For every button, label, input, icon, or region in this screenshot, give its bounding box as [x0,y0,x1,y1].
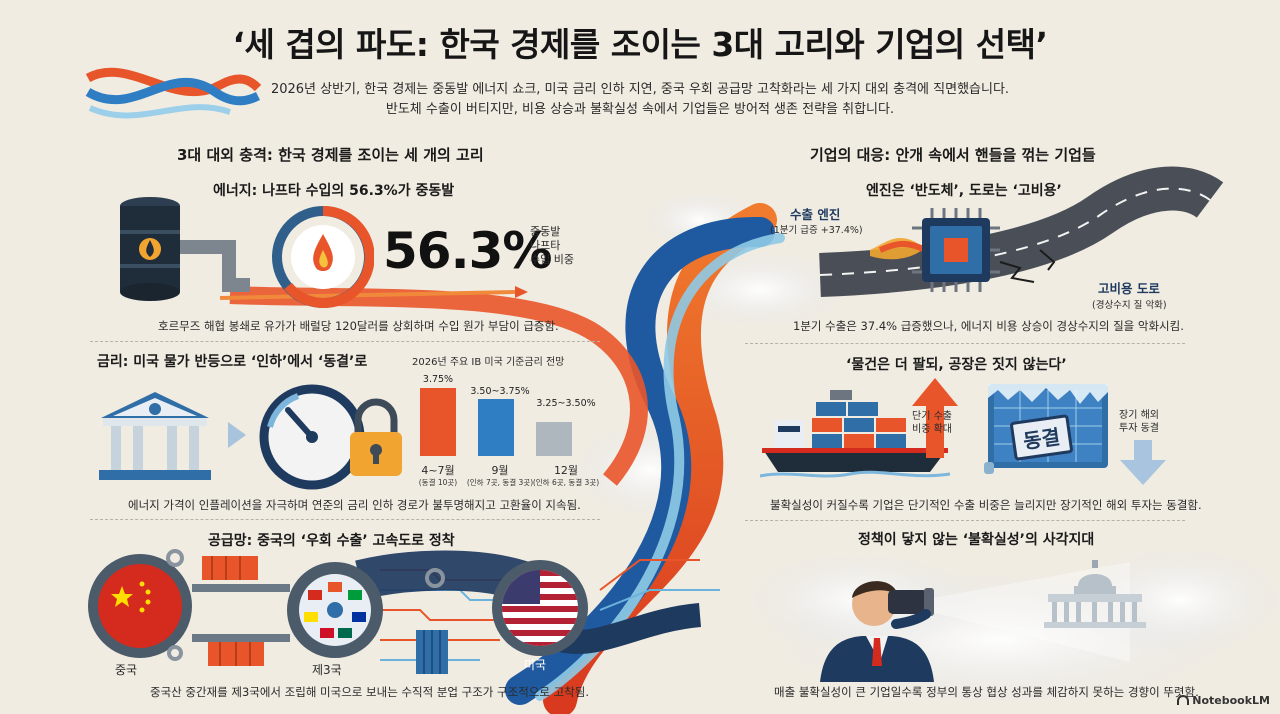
rates-caption: 에너지 가격이 인플레이션을 자극하며 연준의 금리 인하 경로가 불투명해지고… [128,498,581,512]
divider [90,519,600,520]
down-label-line-2: 투자 동결 [1119,423,1159,434]
arrow-up-icon [912,378,958,458]
notebooklm-logo-text: NotebookLM [1192,694,1270,707]
rate-chart-title: 2026년 주요 IB 미국 기준금리 전망 [412,357,565,368]
node-third-label: 제3국 [312,663,342,677]
rate-bar-2 [478,399,514,456]
usa-flag-gear-icon [492,560,588,656]
bar-value-label-1: 3.75% [422,374,454,385]
arrow-down-icon [1120,440,1166,485]
capitol-icon [1044,560,1146,628]
chevron-right-icon [228,422,246,448]
export-engine-note: (1분기 급증 +37.4%) [770,225,863,236]
node-china-label: 중국 [115,663,138,677]
container-icon [416,630,448,674]
bar-value-label-2: 3.50~3.75% [470,386,530,397]
energy-caption: 호르무즈 해협 봉쇄로 유가가 배럴당 120달러를 상회하며 수입 원가 부담… [158,319,559,333]
divider [745,343,1185,344]
naphtha-label-line-2: 나프타 [530,239,561,252]
bar-note-3: (인하 6곳, 동결 3곳) [532,478,600,487]
divider [90,341,600,342]
frozen-stamp: 동결 [1009,414,1074,461]
supply-heading: 공급망: 중국의 ‘우회 수출’ 고속도로 정착 [208,533,455,549]
gear-icon [425,568,445,588]
supply-chain-illustration [88,549,588,674]
up-label: 단기 수출 비중 확대 [912,410,952,436]
gear-icon [166,549,184,567]
gear-icon [167,645,183,661]
cost-road-label: 고비용 도로 [1098,281,1160,296]
energy-heading: 에너지: 나프타 수입의 56.3%가 중동발 [213,183,455,199]
gauge-padlock-icon [259,384,402,490]
bar-category-2: 9월 [491,464,509,477]
rate-bar-chart: 3.75% 3.50~3.75% 3.25~3.50% 4~7월 9월 12월 … [410,370,599,490]
up-label-line-1: 단기 수출 [912,411,952,422]
oil-barrel-icon [120,197,250,301]
bar-category-1: 4~7월 [421,464,455,477]
notebooklm-icon [1177,695,1190,705]
container-icon [208,642,264,666]
rates-heading: 금리: 미국 물가 반등으로 ‘인하’에서 ‘동결’로 [97,354,368,370]
node-usa-label: 미국 [524,658,547,672]
down-label-line-1: 장기 해외 [1119,410,1159,421]
bar-note-2: (인하 7곳, 동결 3곳) [466,478,534,487]
down-label: 장기 해외 투자 동결 [1119,409,1159,435]
container-icon [202,556,258,580]
notebooklm-logo: NotebookLM [1177,694,1270,707]
export-engine-label: 수출 엔진 [790,207,841,222]
chip-icon [870,208,1000,292]
subtitle-line-2: 반도체 수출이 버티지만, 비용 상승과 불확실성 속에서 기업들은 방어적 생… [385,102,895,117]
businessman-icon [820,562,1130,682]
up-label-line-2: 비중 확대 [912,424,952,435]
bar-value-label-3: 3.25~3.50% [536,398,596,409]
engine-heading: 엔진은 ‘반도체’, 도로는 ‘고비용’ [866,183,1062,199]
engine-caption: 1분기 수출은 37.4% 급증했으나, 에너지 비용 상승이 경상수지의 질을… [793,319,1184,333]
supply-caption: 중국산 중간재를 제3국에서 조립해 미국으로 보내는 수직적 분업 구조가 구… [150,685,589,699]
bar-note-1: (동결 10곳) [418,478,458,487]
subtitle-line-1: 2026년 상반기, 한국 경제는 중동발 에너지 쇼크, 미국 금리 인하 지… [270,82,1010,97]
cargo-ship-icon [760,390,950,478]
flame-gauge-icon [272,206,374,308]
china-flag-gear-icon [88,554,192,658]
third-country-gear-icon [287,562,383,658]
bar-category-3: 12월 [553,464,579,477]
rate-bar-1 [420,388,456,456]
naphtha-label-line-3: 수입 비중 [530,253,574,266]
left-section-heading: 3대 대외 충격: 한국 경제를 조이는 세 개의 고리 [177,146,484,164]
divider [745,520,1185,521]
naphtha-share-value: 56.3% [383,222,552,280]
page-title: ‘세 겹의 파도: 한국 경제를 조이는 3대 고리와 기업의 선택’ [232,25,1048,64]
sell-caption: 불확실성이 커질수록 기업은 단기적인 수출 비중은 늘리지만 장기적인 해외 … [770,498,1202,512]
policy-heading: 정책이 닿지 않는 ‘불확실성’의 사각지대 [858,532,1095,548]
rate-bar-3 [536,422,572,456]
sell-heading: ‘물건은 더 팔되, 공장은 짓지 않는다’ [846,357,1067,373]
bank-icon [99,392,211,480]
naphtha-label-line-1: 중동발 [530,225,561,238]
naphtha-share-label: 중동발 나프타 수입 비중 [530,225,574,267]
policy-caption: 매출 불확실성이 큰 기업일수록 정부의 통상 협상 성과를 체감하지 못하는 … [774,685,1199,699]
cost-road-note: (경상수지 질 악화) [1092,300,1167,311]
right-section-heading: 기업의 대응: 안개 속에서 핸들을 꺾는 기업들 [810,146,1096,164]
